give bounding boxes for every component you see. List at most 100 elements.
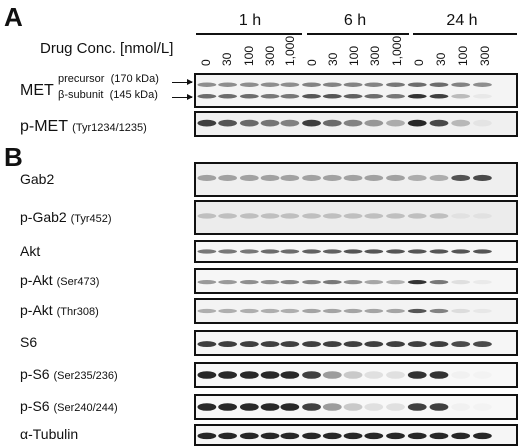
met-precursor-label: precursor (170 kDa) <box>58 73 159 85</box>
protein-band <box>302 308 321 314</box>
protein-band <box>197 341 217 348</box>
row-label-2: Akt <box>20 242 41 259</box>
protein-band <box>280 341 300 348</box>
protein-band <box>451 279 471 285</box>
protein-band <box>218 174 237 182</box>
protein-band <box>429 279 449 285</box>
protein-band <box>197 174 217 182</box>
met-beta-band <box>429 94 449 99</box>
protein-band <box>473 341 492 348</box>
protein-band <box>218 341 237 348</box>
protein-band <box>386 174 405 182</box>
protein-band <box>218 371 237 379</box>
protein-band <box>364 249 384 254</box>
met-precursor-band <box>218 82 237 87</box>
protein-band <box>473 249 492 254</box>
met-precursor-band <box>302 82 321 87</box>
conc-tick-1-1: 30 <box>220 52 234 66</box>
met-precursor-band <box>451 82 471 87</box>
protein-band <box>197 249 217 254</box>
protein-band <box>218 249 237 254</box>
protein-band <box>343 213 363 219</box>
protein-band <box>343 279 363 285</box>
drug-conc-title: Drug Conc. [nmol/L] <box>40 40 174 57</box>
protein-band <box>280 308 300 314</box>
blot-background <box>196 202 516 233</box>
met-beta-band <box>302 94 321 99</box>
timepoint-bar-24h <box>413 33 517 35</box>
conc-tick-2-3: 300 <box>368 45 382 66</box>
protein-band <box>260 279 280 285</box>
protein-band <box>386 341 405 348</box>
met-beta-band <box>239 94 259 99</box>
protein-band <box>260 174 280 182</box>
protein-band <box>343 403 363 411</box>
protein-band <box>407 279 427 285</box>
protein-band <box>239 279 259 285</box>
row-label-4: p-Akt (Thr308) <box>20 302 99 318</box>
met-beta-band <box>451 94 471 99</box>
precursor-arrow <box>172 79 193 85</box>
protein-band <box>218 432 237 440</box>
protein-band <box>386 308 405 314</box>
protein-band <box>302 341 321 348</box>
met-label: MET <box>20 82 54 99</box>
protein-band <box>260 341 280 348</box>
p-met-band <box>260 119 280 127</box>
blot-background <box>196 364 516 386</box>
met-precursor-band <box>280 82 300 87</box>
protein-band <box>364 403 384 411</box>
protein-band <box>429 308 449 314</box>
protein-band <box>407 371 427 379</box>
panel-a-letter: A <box>4 2 23 32</box>
protein-band <box>386 279 405 285</box>
beta-subunit-arrow <box>172 94 193 100</box>
protein-band <box>260 371 280 379</box>
protein-band <box>473 174 492 182</box>
conc-tick-3-3: 300 <box>478 45 492 66</box>
protein-band <box>280 432 300 440</box>
protein-band <box>386 371 405 379</box>
protein-band <box>473 308 492 314</box>
blot-background <box>196 396 516 418</box>
protein-band <box>473 403 492 411</box>
blot-row-5 <box>194 330 518 356</box>
protein-band <box>322 174 342 182</box>
row-label-0: Gab2 <box>20 170 55 187</box>
p-met-band <box>429 119 449 127</box>
conc-tick-2-4: 1,000 <box>390 35 404 66</box>
protein-band <box>197 371 217 379</box>
met-beta-band <box>386 94 405 99</box>
row-label-1: p-Gab2 (Tyr452) <box>20 208 112 225</box>
p-met-band <box>343 119 363 127</box>
met-precursor-band <box>322 82 342 87</box>
conc-tick-2-2: 100 <box>347 45 361 66</box>
protein-band <box>260 432 280 440</box>
met-beta-band <box>322 94 342 99</box>
row-label-6: p-S6 (Ser235/236) <box>20 366 118 382</box>
blot-row-8 <box>194 424 518 446</box>
protein-band <box>451 432 471 440</box>
protein-band <box>343 341 363 348</box>
protein-band <box>364 174 384 182</box>
blot-row-6 <box>194 362 518 388</box>
timepoint-bar-6h <box>307 33 409 35</box>
protein-band <box>407 213 427 219</box>
conc-tick-2-1: 30 <box>326 52 340 66</box>
protein-band <box>302 371 321 379</box>
protein-band <box>407 249 427 254</box>
protein-band <box>343 371 363 379</box>
protein-band <box>302 403 321 411</box>
protein-band <box>364 341 384 348</box>
protein-band <box>343 249 363 254</box>
protein-band <box>197 213 217 219</box>
protein-band <box>451 174 471 182</box>
protein-band <box>364 432 384 440</box>
protein-band <box>280 174 300 182</box>
protein-band <box>197 279 217 285</box>
p-met-band <box>218 119 237 127</box>
protein-band <box>386 403 405 411</box>
met-precursor-band <box>386 82 405 87</box>
protein-band <box>239 213 259 219</box>
protein-band <box>473 432 492 440</box>
